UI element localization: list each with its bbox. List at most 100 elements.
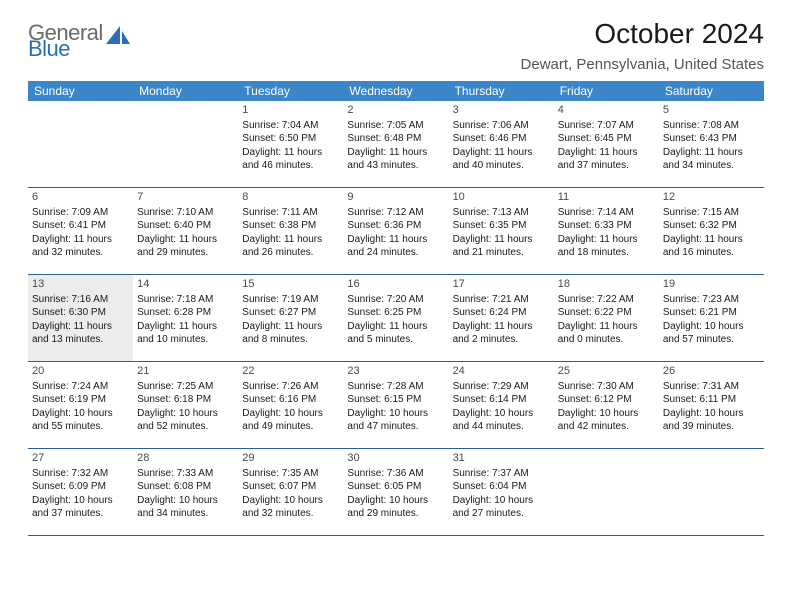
day-cell: 7Sunrise: 7:10 AMSunset: 6:40 PMDaylight… xyxy=(133,188,238,274)
day-cell-empty xyxy=(133,101,238,187)
day-info-line: and 46 minutes. xyxy=(242,159,339,173)
day-number: 9 xyxy=(347,190,444,205)
day-info-line: Sunrise: 7:25 AM xyxy=(137,380,234,394)
day-info-line: Sunrise: 7:28 AM xyxy=(347,380,444,394)
day-cell: 19Sunrise: 7:23 AMSunset: 6:21 PMDayligh… xyxy=(659,275,764,361)
day-info-line: Sunset: 6:21 PM xyxy=(663,306,760,320)
day-cell: 23Sunrise: 7:28 AMSunset: 6:15 PMDayligh… xyxy=(343,362,448,448)
day-info-line: Sunset: 6:40 PM xyxy=(137,219,234,233)
weeks-container: 1Sunrise: 7:04 AMSunset: 6:50 PMDaylight… xyxy=(28,101,764,536)
day-info-line: Sunset: 6:45 PM xyxy=(558,132,655,146)
week-row: 13Sunrise: 7:16 AMSunset: 6:30 PMDayligh… xyxy=(28,275,764,362)
day-number: 3 xyxy=(453,103,550,118)
day-number: 27 xyxy=(32,451,129,466)
day-info-line: Sunset: 6:16 PM xyxy=(242,393,339,407)
day-info-line: Sunrise: 7:05 AM xyxy=(347,119,444,133)
day-cell: 30Sunrise: 7:36 AMSunset: 6:05 PMDayligh… xyxy=(343,449,448,535)
day-number: 5 xyxy=(663,103,760,118)
day-number: 8 xyxy=(242,190,339,205)
calendar-page: General Blue October 2024 Dewart, Pennsy… xyxy=(0,0,792,536)
day-info-line: Daylight: 11 hours xyxy=(453,233,550,247)
day-info-line: Sunset: 6:09 PM xyxy=(32,480,129,494)
day-cell: 2Sunrise: 7:05 AMSunset: 6:48 PMDaylight… xyxy=(343,101,448,187)
day-info-line: and 40 minutes. xyxy=(453,159,550,173)
day-info-line: Daylight: 11 hours xyxy=(347,233,444,247)
day-info-line: and 13 minutes. xyxy=(32,333,129,347)
week-row: 27Sunrise: 7:32 AMSunset: 6:09 PMDayligh… xyxy=(28,449,764,536)
day-info-line: Sunrise: 7:15 AM xyxy=(663,206,760,220)
weekday-header: Saturday xyxy=(659,81,764,101)
day-cell: 15Sunrise: 7:19 AMSunset: 6:27 PMDayligh… xyxy=(238,275,343,361)
weekday-header: Monday xyxy=(133,81,238,101)
weekday-header: Wednesday xyxy=(343,81,448,101)
day-info-line: and 43 minutes. xyxy=(347,159,444,173)
day-info-line: and 2 minutes. xyxy=(453,333,550,347)
day-info-line: Daylight: 10 hours xyxy=(347,494,444,508)
day-info-line: and 8 minutes. xyxy=(242,333,339,347)
weekday-header: Friday xyxy=(554,81,659,101)
day-cell: 20Sunrise: 7:24 AMSunset: 6:19 PMDayligh… xyxy=(28,362,133,448)
day-info-line: Sunset: 6:50 PM xyxy=(242,132,339,146)
weekday-header: Sunday xyxy=(28,81,133,101)
day-info-line: Sunset: 6:32 PM xyxy=(663,219,760,233)
day-info-line: Sunrise: 7:08 AM xyxy=(663,119,760,133)
day-info-line: Sunset: 6:25 PM xyxy=(347,306,444,320)
day-info-line: and 32 minutes. xyxy=(242,507,339,521)
day-number: 21 xyxy=(137,364,234,379)
day-number: 22 xyxy=(242,364,339,379)
day-number: 19 xyxy=(663,277,760,292)
day-info-line: Sunset: 6:38 PM xyxy=(242,219,339,233)
day-number: 16 xyxy=(347,277,444,292)
day-cell: 6Sunrise: 7:09 AMSunset: 6:41 PMDaylight… xyxy=(28,188,133,274)
weekday-header: Thursday xyxy=(449,81,554,101)
day-cell: 9Sunrise: 7:12 AMSunset: 6:36 PMDaylight… xyxy=(343,188,448,274)
day-info-line: and 29 minutes. xyxy=(347,507,444,521)
day-info-line: Sunrise: 7:07 AM xyxy=(558,119,655,133)
day-info-line: Sunrise: 7:11 AM xyxy=(242,206,339,220)
header-row: General Blue October 2024 Dewart, Pennsy… xyxy=(28,18,764,73)
day-number: 30 xyxy=(347,451,444,466)
day-info-line: Sunset: 6:33 PM xyxy=(558,219,655,233)
day-info-line: Daylight: 11 hours xyxy=(558,146,655,160)
day-info-line: Daylight: 11 hours xyxy=(453,320,550,334)
day-cell: 18Sunrise: 7:22 AMSunset: 6:22 PMDayligh… xyxy=(554,275,659,361)
week-row: 6Sunrise: 7:09 AMSunset: 6:41 PMDaylight… xyxy=(28,188,764,275)
day-number: 25 xyxy=(558,364,655,379)
day-info-line: and 47 minutes. xyxy=(347,420,444,434)
day-number: 11 xyxy=(558,190,655,205)
day-info-line: Sunset: 6:19 PM xyxy=(32,393,129,407)
day-number: 18 xyxy=(558,277,655,292)
sail-icon xyxy=(105,24,131,51)
day-info-line: Sunrise: 7:30 AM xyxy=(558,380,655,394)
day-number: 29 xyxy=(242,451,339,466)
day-info-line: Daylight: 11 hours xyxy=(242,320,339,334)
day-info-line: Sunset: 6:18 PM xyxy=(137,393,234,407)
day-info-line: Sunset: 6:35 PM xyxy=(453,219,550,233)
day-info-line: Sunrise: 7:22 AM xyxy=(558,293,655,307)
day-info-line: Daylight: 10 hours xyxy=(32,407,129,421)
day-number: 24 xyxy=(453,364,550,379)
day-info-line: and 57 minutes. xyxy=(663,333,760,347)
day-info-line: Daylight: 11 hours xyxy=(558,233,655,247)
day-info-line: Sunset: 6:14 PM xyxy=(453,393,550,407)
day-cell: 25Sunrise: 7:30 AMSunset: 6:12 PMDayligh… xyxy=(554,362,659,448)
day-number: 4 xyxy=(558,103,655,118)
day-info-line: Sunrise: 7:31 AM xyxy=(663,380,760,394)
day-info-line: Sunrise: 7:10 AM xyxy=(137,206,234,220)
logo: General Blue xyxy=(28,18,131,60)
day-info-line: and 32 minutes. xyxy=(32,246,129,260)
logo-line2: Blue xyxy=(28,38,103,60)
day-cell: 4Sunrise: 7:07 AMSunset: 6:45 PMDaylight… xyxy=(554,101,659,187)
day-info-line: Sunrise: 7:21 AM xyxy=(453,293,550,307)
day-info-line: Sunset: 6:43 PM xyxy=(663,132,760,146)
day-cell: 22Sunrise: 7:26 AMSunset: 6:16 PMDayligh… xyxy=(238,362,343,448)
week-row: 20Sunrise: 7:24 AMSunset: 6:19 PMDayligh… xyxy=(28,362,764,449)
day-info-line: and 37 minutes. xyxy=(558,159,655,173)
day-info-line: and 29 minutes. xyxy=(137,246,234,260)
day-info-line: Daylight: 11 hours xyxy=(32,320,129,334)
day-number: 1 xyxy=(242,103,339,118)
day-info-line: Daylight: 10 hours xyxy=(137,494,234,508)
day-info-line: Daylight: 11 hours xyxy=(137,233,234,247)
day-cell: 28Sunrise: 7:33 AMSunset: 6:08 PMDayligh… xyxy=(133,449,238,535)
day-info-line: Sunset: 6:27 PM xyxy=(242,306,339,320)
